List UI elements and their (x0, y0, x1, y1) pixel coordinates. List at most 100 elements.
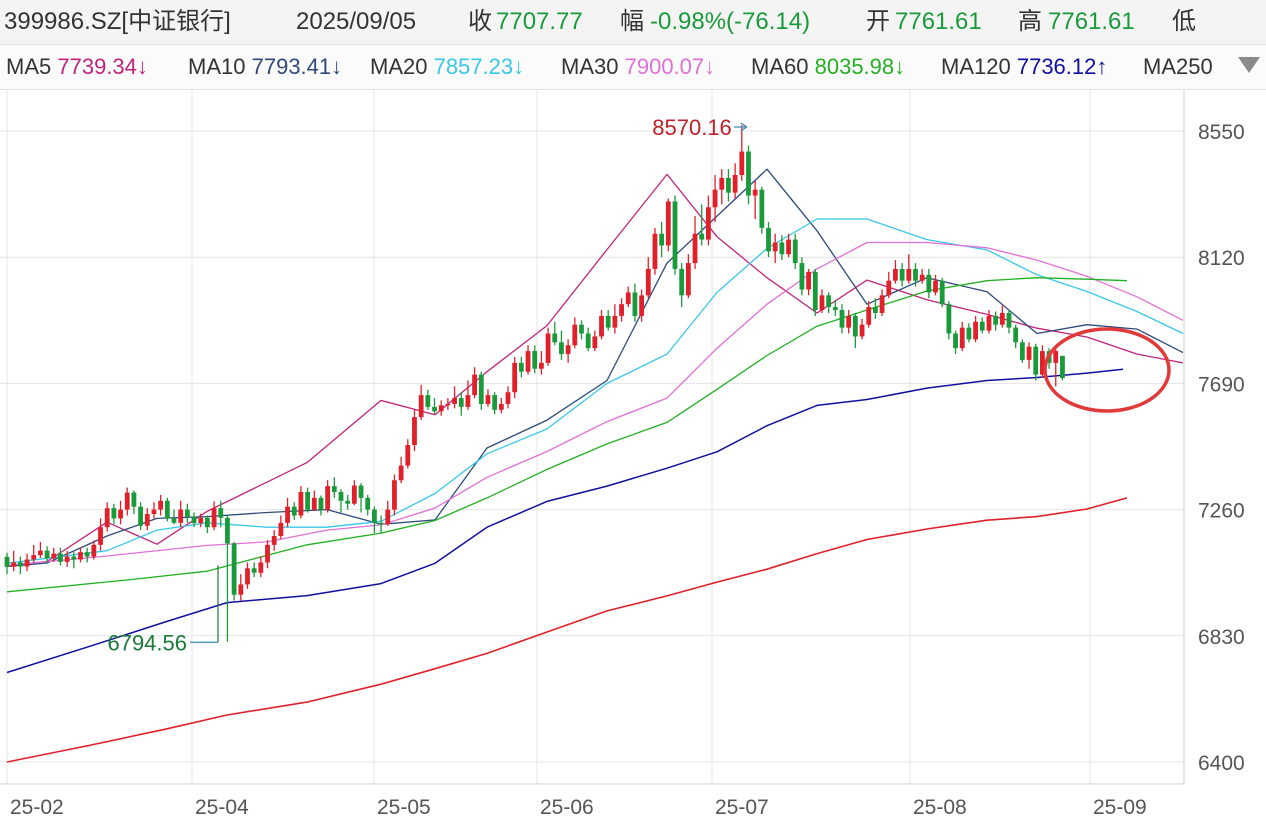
ma5-legend: MA5 7739.34↓ (6, 45, 148, 89)
ma120-label: MA120 (941, 54, 1011, 79)
up-candle (11, 550, 17, 572)
candle-body (438, 405, 444, 412)
candle-body (452, 398, 457, 404)
ma20-label: MA20 (370, 54, 428, 79)
down-candle (171, 509, 177, 525)
down-candle (1033, 343, 1039, 381)
candle-body (472, 374, 477, 396)
candle-body (91, 544, 97, 557)
candle-body (512, 362, 518, 393)
candle-body (746, 151, 751, 196)
ma5-value: 7739.34 (57, 54, 137, 79)
ma30-trend-icon: ↓ (704, 54, 716, 79)
up-candle (271, 530, 277, 551)
up-candle (712, 175, 718, 222)
up-candle (752, 180, 758, 220)
down-candle (131, 490, 137, 515)
candles (4, 125, 1065, 642)
candle-body (11, 562, 17, 567)
up-candle (418, 384, 424, 421)
up-candle (64, 550, 70, 567)
down-candle (799, 257, 805, 296)
y-tick-label: 6830 (1198, 626, 1245, 649)
ma60-value: 8035.98 (814, 54, 895, 79)
ma120-legend: MA120 7736.12↑ (941, 45, 1107, 89)
candle-body (819, 295, 825, 311)
candle-body (565, 345, 571, 355)
candle-body (305, 491, 310, 510)
candle-body (585, 333, 591, 349)
up-candle (278, 515, 284, 539)
candle-body (679, 268, 685, 296)
up-candle (545, 327, 551, 366)
up-candle (311, 490, 317, 512)
candle-body (178, 509, 184, 523)
up-candle (592, 330, 598, 352)
candle-body (31, 555, 37, 560)
up-candle (599, 310, 604, 340)
candle-body (64, 556, 70, 562)
candle-body (378, 522, 384, 525)
up-candle (612, 304, 618, 334)
down-candle (44, 546, 50, 563)
candle-body (58, 553, 63, 562)
down-candle (372, 506, 377, 534)
candle-body (966, 327, 972, 340)
candle-body (579, 324, 584, 334)
candle-body (926, 274, 932, 293)
up-candle (639, 289, 644, 322)
down-candle (659, 221, 665, 258)
candle-body (51, 553, 57, 559)
candle-body (639, 295, 644, 316)
down-candle (832, 299, 838, 316)
up-candle (245, 562, 250, 589)
triangle-down-icon[interactable] (1238, 57, 1260, 73)
candle-body (84, 552, 90, 557)
up-candle (906, 254, 912, 284)
max-value-label: 8570.16 (652, 115, 732, 140)
candle-body (365, 497, 371, 510)
up-candle (285, 497, 290, 528)
candle-body (111, 508, 117, 519)
candle-body (24, 559, 30, 567)
ma60-line (6, 277, 1128, 593)
up-candle (525, 345, 531, 375)
candle-body (632, 292, 638, 316)
up-candle (398, 456, 404, 484)
ma250-label: MA250 (1143, 54, 1213, 79)
candle-body (672, 201, 678, 269)
candlestick-chart[interactable]: 8550 8120 7690 7260 6830 6400 25-02 25-04 25-05 2… (0, 90, 1266, 826)
candle-body (599, 315, 604, 337)
candle-body (445, 403, 451, 406)
candle-body (351, 485, 357, 504)
candle-body (318, 497, 324, 510)
down-candle (458, 392, 464, 416)
up-candle (786, 233, 791, 258)
y-tick-label: 8550 (1198, 121, 1245, 144)
up-candle (24, 553, 30, 572)
candle-body (752, 189, 758, 196)
candle-body (412, 417, 417, 446)
down-candle (812, 268, 818, 316)
candle-body (158, 500, 164, 510)
candle-body (358, 485, 364, 498)
down-candle (979, 317, 985, 334)
up-candle (91, 540, 97, 560)
down-candle (425, 389, 431, 410)
candle-body (385, 509, 391, 525)
candle-body (505, 392, 511, 404)
candle-body (659, 233, 665, 246)
down-candle (4, 552, 10, 575)
up-candle (692, 216, 698, 269)
up-candle (893, 260, 898, 284)
ma5-label: MA5 (6, 54, 52, 79)
candle-body (38, 550, 43, 556)
candle-body (325, 486, 331, 510)
up-candle (732, 163, 738, 199)
up-candle (706, 195, 711, 246)
candle-body (859, 324, 865, 337)
down-candle (432, 398, 437, 415)
up-candle (438, 400, 444, 416)
up-candle (472, 367, 477, 399)
down-candle (873, 298, 878, 319)
